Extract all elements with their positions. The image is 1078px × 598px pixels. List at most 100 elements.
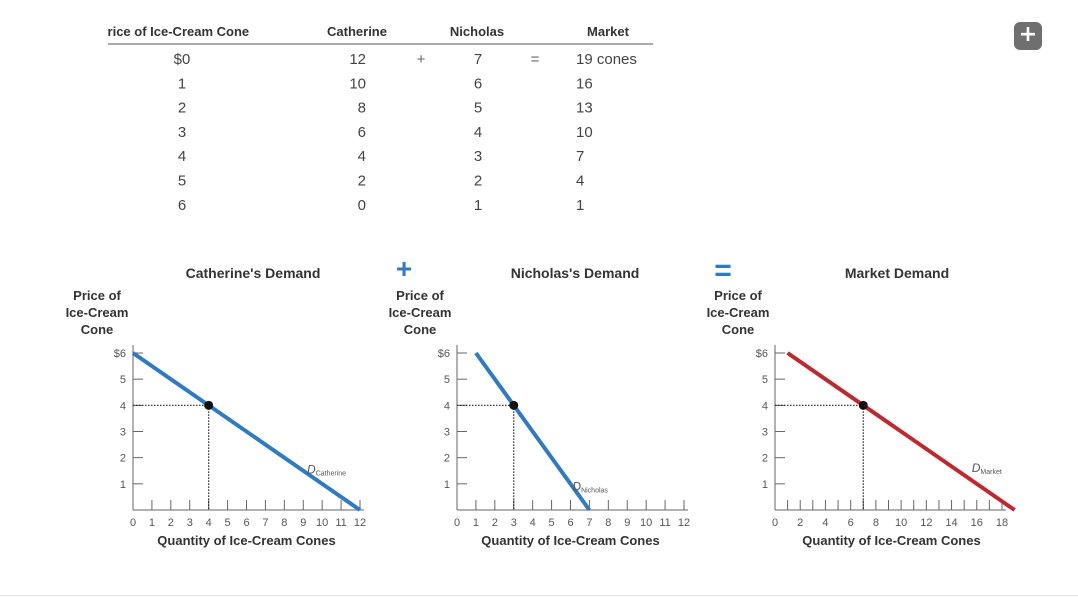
- highlight-point: [509, 400, 519, 410]
- y-tick-label: 2: [444, 453, 450, 465]
- demand-schedule-svg: Price of Ice-Cream Cone Catherine Nicholas…: [108, 24, 653, 214]
- nicholas-cell: 2: [474, 173, 482, 190]
- x-tick-label: 12: [678, 517, 690, 529]
- y-tick-label: $6: [438, 348, 450, 360]
- curve-label: DMarket: [972, 461, 1002, 476]
- table-equals-sign: =: [531, 51, 540, 68]
- x-tick-label: 7: [262, 517, 268, 529]
- y-tick-label: $6: [756, 348, 768, 360]
- nicholas-cell: 1: [474, 197, 482, 214]
- price-cell: 1: [178, 75, 186, 92]
- table-header-0: Price of Ice-Cream Cone: [108, 24, 249, 39]
- price-cell: 5: [178, 173, 186, 190]
- x-tick-label: 4: [822, 517, 828, 529]
- price-cell: 4: [178, 148, 186, 165]
- x-tick-label: 12: [920, 517, 932, 529]
- x-tick-label: 6: [243, 517, 249, 529]
- y-axis-label: Cone: [404, 322, 437, 337]
- x-tick-label: 12: [354, 517, 366, 529]
- y-tick-label: 5: [120, 374, 126, 386]
- table-row: 6 0 1 1: [178, 197, 585, 214]
- curve-label: DCatherine: [307, 462, 346, 477]
- y-tick-label: 5: [762, 374, 768, 386]
- table-row: 2 8 5 13: [178, 100, 593, 117]
- x-tick-label: 7: [586, 517, 592, 529]
- price-cell: 6: [178, 197, 186, 214]
- y-axis-label: Price of: [714, 288, 762, 303]
- demand-schedule-table: Price of Ice-Cream Cone Catherine Nicholas…: [108, 20, 653, 220]
- price-cell: 3: [178, 124, 186, 141]
- demand-curve: [131, 351, 362, 512]
- x-tick-label: 0: [772, 517, 778, 529]
- x-tick-label: 1: [473, 517, 479, 529]
- demand-curve: [786, 351, 1016, 512]
- x-axis-label: Quantity of Ice-Cream Cones: [481, 533, 659, 548]
- x-tick-label: 10: [895, 517, 907, 529]
- x-tick-label: 16: [971, 517, 983, 529]
- x-tick-label: 5: [549, 517, 555, 529]
- x-tick-label: 10: [316, 517, 328, 529]
- market-cell: 10: [576, 124, 593, 141]
- table-header-2: Nicholas: [450, 24, 504, 39]
- plus-icon: +: [1018, 22, 1038, 47]
- chart-title: Market Demand: [845, 265, 949, 281]
- y-tick-label: 5: [444, 374, 450, 386]
- x-tick-label: 6: [567, 517, 573, 529]
- nicholas-cell: 5: [474, 100, 482, 117]
- x-tick-label: 3: [187, 517, 193, 529]
- x-tick-label: 8: [281, 517, 287, 529]
- catherine-cell: 0: [358, 197, 366, 214]
- market-cell: 19 cones: [576, 51, 637, 68]
- plus-operator: +: [396, 253, 412, 284]
- market-cell: 4: [576, 173, 584, 190]
- market-cell: 16: [576, 75, 593, 92]
- y-tick-label: 2: [762, 453, 768, 465]
- price-cell: 2: [178, 100, 186, 117]
- bottom-divider: [0, 595, 1078, 596]
- price-cell: $0: [174, 51, 191, 68]
- nicholas-cell: 3: [474, 148, 482, 165]
- y-axis-label: Price of: [73, 288, 121, 303]
- nicholas-cell: 7: [474, 51, 482, 68]
- highlight-point: [204, 400, 214, 410]
- table-row: $0 12 7 19 cones + =: [174, 51, 637, 68]
- y-tick-label: 3: [444, 427, 450, 439]
- table-row: 3 6 4 10: [178, 124, 593, 141]
- catherine-cell: 2: [358, 173, 366, 190]
- market-cell: 7: [576, 148, 584, 165]
- x-tick-label: 9: [300, 517, 306, 529]
- highlight-point: [858, 400, 868, 410]
- y-tick-label: 1: [762, 479, 768, 491]
- catherine-cell: 4: [358, 148, 366, 165]
- demand-curve: [474, 351, 592, 512]
- y-axis-label: Cone: [722, 322, 755, 337]
- x-axis-label: Quantity of Ice-Cream Cones: [802, 533, 980, 548]
- y-axis-label: Ice-Cream: [66, 305, 129, 320]
- y-axis-label: Ice-Cream: [707, 305, 770, 320]
- nicholas-cell: 6: [474, 75, 482, 92]
- x-tick-label: 3: [511, 517, 517, 529]
- x-tick-label: 0: [130, 517, 136, 529]
- x-tick-label: 14: [945, 517, 957, 529]
- y-tick-label: 4: [120, 400, 126, 412]
- x-tick-label: 10: [640, 517, 652, 529]
- curve-label: DNicholas: [572, 479, 608, 494]
- catherine-cell: 12: [349, 51, 366, 68]
- x-tick-label: 8: [605, 517, 611, 529]
- y-tick-label: 1: [444, 479, 450, 491]
- x-tick-label: 5: [225, 517, 231, 529]
- x-tick-label: 6: [848, 517, 854, 529]
- table-row: 4 4 3 7: [178, 148, 585, 165]
- table-row: 1 10 6 16: [178, 75, 593, 92]
- x-axis-label: Quantity of Ice-Cream Cones: [157, 533, 335, 548]
- x-tick-label: 2: [492, 517, 498, 529]
- x-tick-label: 11: [659, 517, 670, 529]
- y-axis-label: Cone: [81, 322, 114, 337]
- expand-button[interactable]: +: [1014, 22, 1042, 50]
- y-tick-label: 3: [762, 427, 768, 439]
- x-tick-label: 2: [797, 517, 803, 529]
- market-cell: 1: [576, 197, 584, 214]
